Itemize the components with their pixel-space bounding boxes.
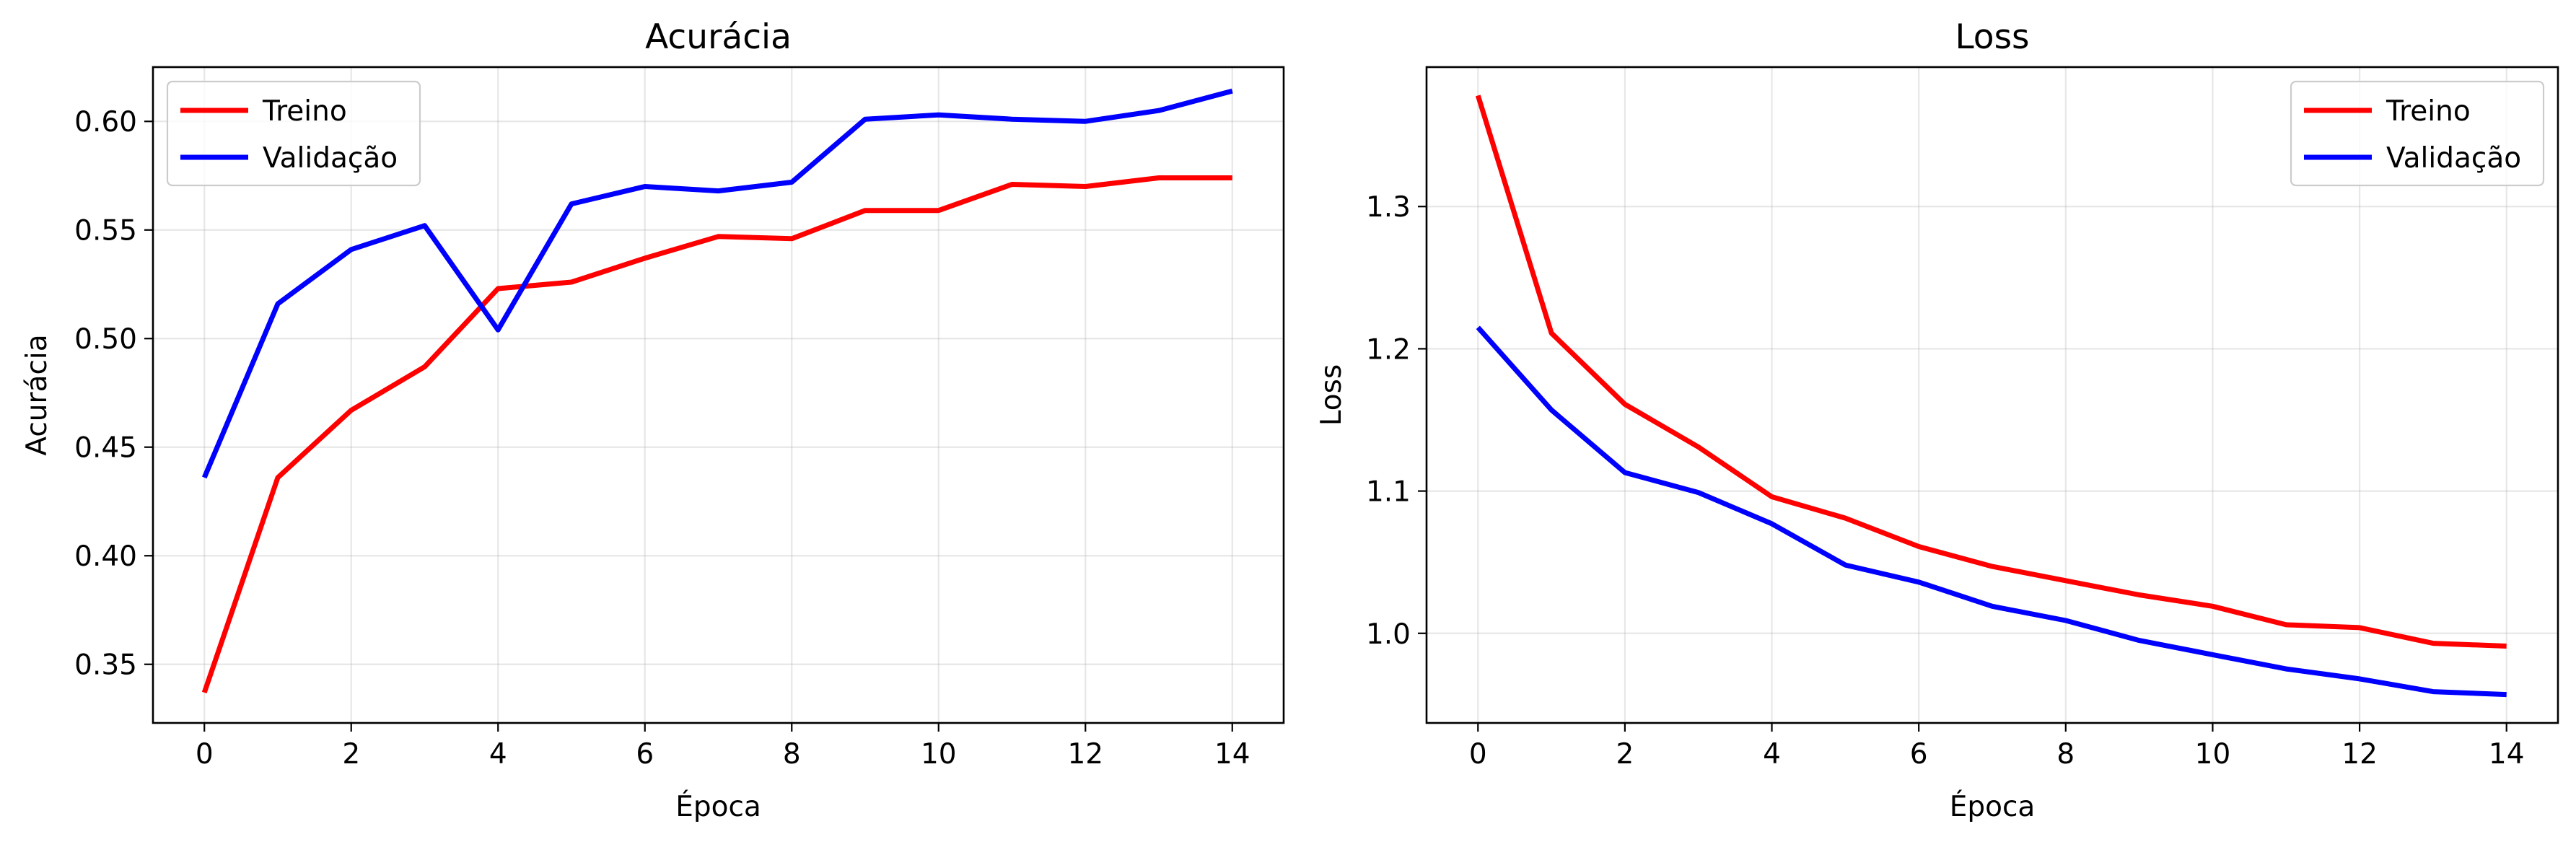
x-tick-label: 6 <box>636 738 654 771</box>
y-tick-label: 0.40 <box>74 540 137 573</box>
legend-label-treino: Treino <box>2386 95 2471 128</box>
x-tick-label: 6 <box>1910 738 1928 771</box>
y-tick-label: 0.45 <box>74 432 137 465</box>
series-line-validacao <box>201 88 1233 479</box>
y-tick-label: 1.2 <box>1366 333 1411 366</box>
y-tick-label: 1.0 <box>1366 618 1411 651</box>
x-tick-label: 12 <box>2341 738 2378 771</box>
x-axis-label: Época <box>1950 789 2036 823</box>
y-tick-label: 0.35 <box>74 649 137 682</box>
y-tick-label: 1.3 <box>1366 191 1411 224</box>
series-line-validacao <box>1476 325 2507 698</box>
y-axis-label: Acurácia <box>21 334 53 455</box>
chart-title: Loss <box>1955 17 2029 57</box>
legend: Treino Validação <box>2290 80 2545 187</box>
series-line-treino <box>1475 95 2507 649</box>
y-tick-label: 0.60 <box>74 106 137 139</box>
legend: Treino Validação <box>166 80 421 187</box>
chart-title: Acurácia <box>645 17 792 57</box>
y-tick-label: 0.55 <box>74 215 137 247</box>
x-tick-label: 12 <box>1067 738 1103 771</box>
plot-frame <box>1425 66 2559 724</box>
series-line-treino <box>201 175 1232 694</box>
x-axis-label: Época <box>675 789 761 823</box>
legend-label-validacao: Validação <box>263 142 398 175</box>
x-tick-label: 2 <box>342 738 360 771</box>
accuracy-chart: 0 2 4 6 8 10 12 14 0.35 0.40 0.45 0.50 0.55 0.60 Acurá… <box>21 17 1285 823</box>
x-tick-label: 8 <box>783 738 801 771</box>
y-axis-label: Loss <box>1315 364 1348 426</box>
loss-chart: 0 2 4 6 8 10 12 14 1.0 1.1 1.2 1.3 Loss Época Loss Trei… <box>1315 17 2559 823</box>
x-tick-label: 8 <box>2056 738 2075 771</box>
x-tick-label: 4 <box>1763 738 1781 771</box>
y-tick-label: 0.50 <box>74 323 137 356</box>
x-tick-label: 2 <box>1616 738 1634 771</box>
y-tick-label: 1.1 <box>1366 476 1411 509</box>
x-tick-label: 10 <box>2195 738 2231 771</box>
x-tick-label: 4 <box>489 738 507 771</box>
x-tick-label: 14 <box>1214 738 1250 771</box>
x-tick-label: 0 <box>196 738 214 771</box>
plot-frame <box>152 66 1285 724</box>
x-tick-label: 0 <box>1469 738 1487 771</box>
legend-label-validacao: Validação <box>2386 142 2521 175</box>
x-tick-label: 14 <box>2489 738 2525 771</box>
x-tick-label: 10 <box>921 738 957 771</box>
legend-label-treino: Treino <box>262 95 347 128</box>
